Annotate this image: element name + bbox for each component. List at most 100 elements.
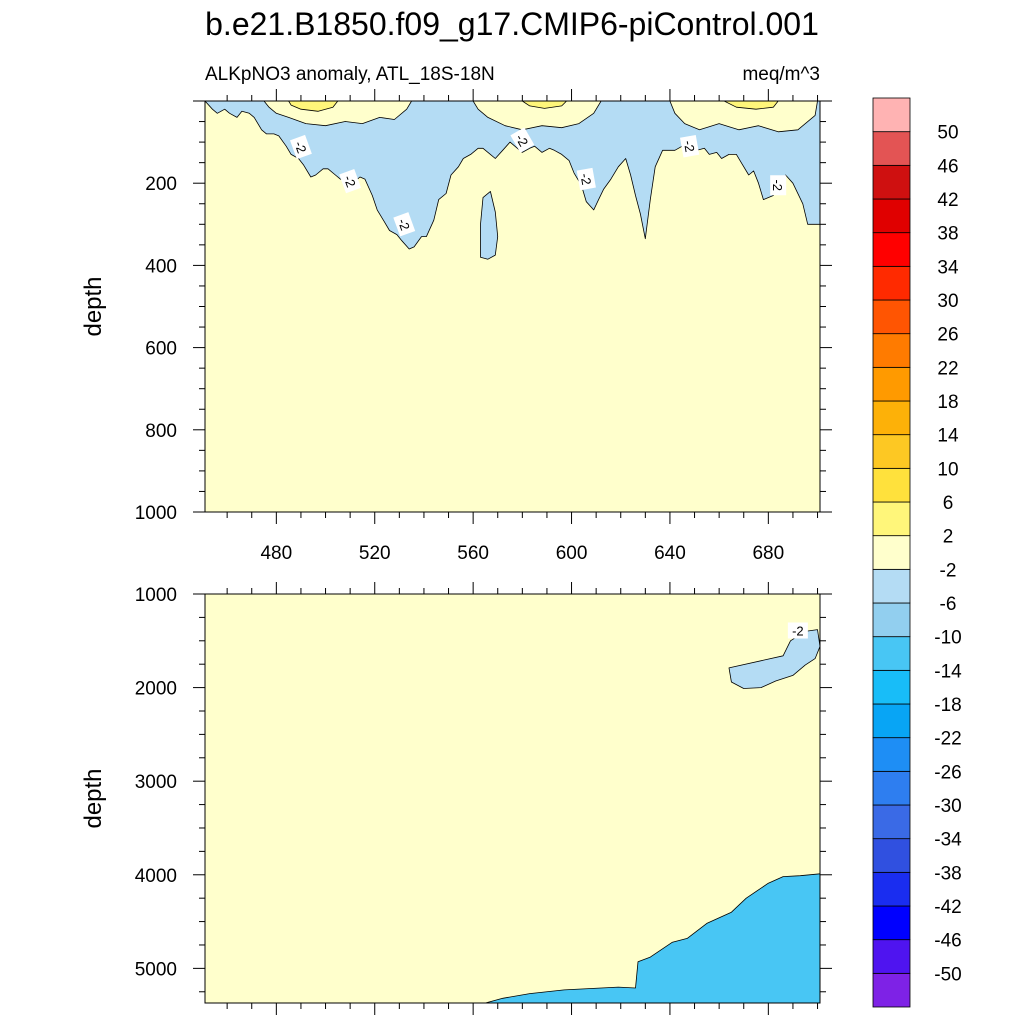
- colorbar-label: 34: [937, 257, 959, 278]
- colorbar-box: [872, 299, 911, 335]
- colorbar-label: 30: [937, 291, 958, 312]
- units-label: meq/m^3: [742, 64, 820, 85]
- contour-label: -2: [510, 127, 535, 153]
- contour-regions: -2: [485, 622, 820, 1003]
- contour-label-text: -2: [577, 172, 594, 186]
- colorbar-box: [872, 97, 911, 133]
- colorbar-label: 18: [937, 392, 958, 413]
- contour-label: -2: [576, 167, 596, 191]
- colorbar-box: [872, 669, 911, 705]
- contour-label-text: -2: [770, 179, 785, 191]
- colorbar-label: 6: [943, 493, 954, 514]
- colorbar-label: 46: [937, 156, 958, 177]
- colorbar-box: [872, 770, 911, 806]
- y-axis-label: depth: [80, 768, 107, 828]
- colorbar-label: -46: [934, 931, 961, 952]
- colorbar-box: [872, 467, 911, 503]
- colorbar-label: 50: [937, 123, 958, 144]
- axes: 200 400 600 800 1000 480 520 560 600 640 680 depth: [80, 89, 832, 564]
- colorbar-box: [872, 905, 911, 941]
- y-tick-label: 1000: [135, 585, 177, 606]
- contour-region: [723, 101, 779, 110]
- colorbar-box: [872, 972, 911, 1008]
- colorbar-box: [872, 838, 911, 873]
- contour-region: [480, 191, 499, 260]
- colorbar-label: -14: [934, 661, 962, 682]
- colorbar-box: [872, 164, 911, 200]
- contour-regions: -2 -2 -2 -2 -2 -2 -2: [205, 101, 820, 260]
- colorbar-label: 42: [937, 190, 958, 211]
- y-tick-label: 1000: [135, 503, 177, 524]
- colorbar-label: -26: [934, 762, 961, 783]
- y-tick-label: 5000: [135, 959, 177, 980]
- colorbar-box: [872, 602, 911, 638]
- colorbar-box: [872, 737, 911, 772]
- contour-label: -2: [680, 134, 700, 158]
- contour-label-text: -2: [681, 139, 698, 153]
- colorbar-box: [872, 804, 911, 840]
- colorbar-label: 38: [937, 224, 958, 245]
- colorbar-box: [872, 434, 911, 469]
- colorbar-label: 14: [937, 426, 959, 447]
- colorbar: -50-46-42-38-34-30-26-22-18-14-10-6-2261…: [872, 97, 962, 1008]
- colorbar-label: -42: [934, 897, 961, 918]
- colorbar-label: -2: [940, 560, 957, 581]
- colorbar-label: -50: [934, 964, 961, 985]
- contour-label-text: -2: [792, 624, 804, 639]
- colorbar-boxes: [872, 97, 911, 1008]
- x-tick-label: 560: [457, 543, 489, 564]
- contour-label: -2: [787, 622, 808, 639]
- contour-region: [485, 873, 820, 1003]
- colorbar-label: -6: [940, 594, 957, 615]
- y-tick-label: 4000: [135, 866, 177, 887]
- y-tick-label: 2000: [135, 679, 177, 700]
- contour-region: [205, 101, 820, 250]
- colorbar-labels: -50-46-42-38-34-30-26-22-18-14-10-6-2261…: [934, 123, 962, 986]
- y-tick-label: 200: [145, 174, 177, 195]
- panel-upper-ocean: -2 -2 -2 -2 -2 -2 -2 200 400 600 800 1000 480 520 560 6…: [80, 89, 832, 564]
- panel-deep-ocean: -2 1000 2000 3000 4000 5000 depth: [80, 582, 832, 1015]
- left-subtitle: ALKpNO3 anomaly, ATL_18S-18N: [205, 64, 495, 85]
- background-fill: [205, 101, 820, 512]
- colorbar-box: [872, 703, 911, 739]
- colorbar-label: 26: [937, 325, 958, 346]
- colorbar-label: -38: [934, 863, 961, 884]
- figure-title: b.e21.B1850.f09_g17.CMIP6-piControl.001: [205, 6, 819, 42]
- colorbar-label: 2: [943, 527, 954, 548]
- y-tick-label: 400: [145, 256, 177, 277]
- colorbar-box: [872, 265, 911, 301]
- colorbar-box: [872, 501, 911, 537]
- contour-label-text: -2: [291, 139, 309, 155]
- contour-label-text: -2: [341, 173, 359, 189]
- axes: 1000 2000 3000 4000 5000 depth: [80, 582, 832, 1015]
- contour-label: -2: [290, 134, 312, 160]
- contour-region: [521, 101, 567, 109]
- y-axis-label: depth: [80, 276, 107, 336]
- x-tick-label: 680: [752, 543, 784, 564]
- colorbar-box: [872, 636, 911, 671]
- contour-region: [472, 101, 602, 131]
- y-tick-label: 3000: [135, 772, 177, 793]
- contour-label: -2: [770, 175, 787, 196]
- colorbar-box: [872, 939, 911, 974]
- plot-frame: [204, 593, 821, 1004]
- colorbar-label: 22: [937, 358, 958, 379]
- colorbar-box: [872, 333, 911, 368]
- contour-label-text: -2: [395, 216, 413, 232]
- colorbar-label: -34: [934, 830, 962, 851]
- colorbar-label: -18: [934, 695, 961, 716]
- y-tick-label: 800: [145, 421, 177, 442]
- colorbar-box: [872, 400, 911, 436]
- colorbar-label: -30: [934, 796, 961, 817]
- panels-group: -2 -2 -2 -2 -2 -2 -2 200 400 600 800 1000 480 520 560 6…: [80, 89, 832, 1015]
- colorbar-label: -22: [934, 729, 961, 750]
- colorbar-box: [872, 871, 911, 907]
- colorbar-label: 10: [937, 459, 958, 480]
- x-tick-label: 480: [260, 543, 292, 564]
- x-tick-label: 640: [654, 543, 686, 564]
- colorbar-box: [872, 232, 911, 267]
- colorbar-box: [872, 568, 911, 604]
- colorbar-box: [872, 535, 911, 570]
- y-tick-label: 600: [145, 339, 177, 360]
